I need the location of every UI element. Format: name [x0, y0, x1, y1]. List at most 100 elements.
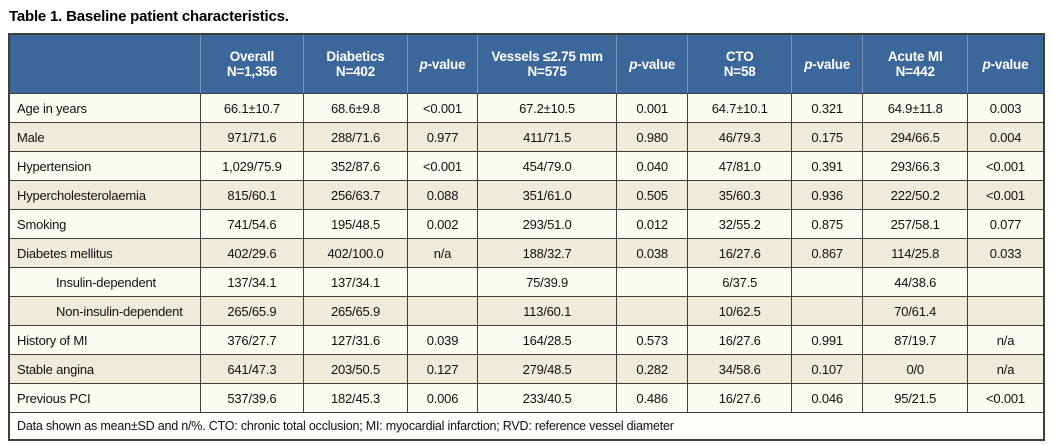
- table-header: Overall N=1,356 Diabetics N=402 p-value Vesse…: [9, 34, 1044, 94]
- table-row: Hypercholesterolaemia 815/60.1 256/63.7 0.0…: [8, 180, 1045, 210]
- data-cell: 68.6±9.8: [303, 93, 408, 123]
- data-cell: 0.006: [406, 383, 479, 413]
- header-cell-rowlabel: [9, 34, 201, 94]
- data-cell: 0.321: [790, 93, 864, 123]
- table-row: Stable angina 641/47.3 203/50.5 0.127 279/48…: [8, 354, 1045, 384]
- data-cell: 0.040: [615, 151, 689, 181]
- data-cell: 195/48.5: [303, 209, 408, 239]
- header-cell-p-value: p-value: [966, 34, 1044, 94]
- row-label: Insulin-dependent: [8, 267, 201, 297]
- data-cell: 0.391: [790, 151, 864, 181]
- row-label: Stable angina: [8, 354, 201, 384]
- data-cell: <0.001: [966, 180, 1045, 210]
- data-cell: 454/79.0: [477, 151, 617, 181]
- data-cell: 0.033: [966, 238, 1045, 268]
- data-cell: [790, 296, 864, 326]
- data-cell: 537/39.6: [199, 383, 305, 413]
- header-line1: p-value: [804, 56, 851, 72]
- data-cell: 46/79.3: [687, 122, 792, 152]
- header-cell-vessels-2-75-mm: Vessels ≤2.75 mm N=575: [477, 34, 617, 94]
- table-footer: Data shown as mean±SD and n/%. CTO: chro…: [8, 412, 1045, 441]
- header-cell-overall: Overall N=1,356: [199, 34, 305, 94]
- data-cell: n/a: [966, 354, 1045, 384]
- data-cell: 279/48.5: [477, 354, 617, 384]
- table-row: Non-insulin-dependent 265/65.9 265/65.9 113…: [8, 296, 1045, 326]
- data-cell: 376/27.7: [199, 325, 305, 355]
- row-label: Hypertension: [8, 151, 201, 181]
- row-label: Smoking: [8, 209, 201, 239]
- data-cell: 815/60.1: [199, 180, 305, 210]
- header-line2: N=442: [895, 64, 935, 79]
- table-row: Diabetes mellitus 402/29.6 402/100.0 n/a 188…: [8, 238, 1045, 268]
- data-cell: [406, 296, 479, 326]
- data-cell: 971/71.6: [199, 122, 305, 152]
- header-row: Overall N=1,356 Diabetics N=402 p-value Vesse…: [9, 34, 1044, 94]
- data-cell: 0.004: [966, 122, 1045, 152]
- data-cell: 10/62.5: [687, 296, 792, 326]
- data-cell: 402/29.6: [199, 238, 305, 268]
- header-line1: CTO: [725, 49, 754, 64]
- data-cell: 44/38.6: [862, 267, 968, 297]
- data-cell: 265/65.9: [303, 296, 408, 326]
- header-line2: N=1,356: [226, 64, 277, 79]
- data-cell: 164/28.5: [477, 325, 617, 355]
- data-cell: 0.175: [790, 122, 864, 152]
- table-row: Male 971/71.6 288/71.6 0.977 411/71.5 0.980 46…: [8, 122, 1045, 152]
- data-cell: 351/61.0: [477, 180, 617, 210]
- data-cell: 233/40.5: [477, 383, 617, 413]
- header-line2: N=58: [723, 64, 756, 79]
- row-label: History of MI: [8, 325, 201, 355]
- header-cell-p-value: p-value: [406, 34, 479, 94]
- data-cell: 0.088: [406, 180, 479, 210]
- data-cell: 0.936: [790, 180, 864, 210]
- data-cell: 0.980: [615, 122, 689, 152]
- data-cell: 0.107: [790, 354, 864, 384]
- data-cell: 288/71.6: [303, 122, 408, 152]
- row-label: Previous PCI: [8, 383, 201, 413]
- data-cell: 16/27.6: [687, 383, 792, 413]
- data-cell: 182/45.3: [303, 383, 408, 413]
- table-body: Age in years 66.1±10.7 68.6±9.8 <0.001 67.2±…: [8, 93, 1045, 413]
- data-cell: [406, 267, 479, 297]
- data-cell: <0.001: [406, 93, 479, 123]
- data-cell: n/a: [406, 238, 479, 268]
- data-cell: 257/58.1: [862, 209, 968, 239]
- header-line1: Overall: [229, 49, 275, 64]
- data-cell: 75/39.9: [477, 267, 617, 297]
- data-cell: 34/58.6: [687, 354, 792, 384]
- header-cell-cto: CTO N=58: [687, 34, 792, 94]
- header-cell-acute-mi: Acute MI N=442: [862, 34, 968, 94]
- data-cell: 0.038: [615, 238, 689, 268]
- header-line1: Vessels ≤2.75 mm: [491, 49, 603, 64]
- data-cell: [966, 267, 1045, 297]
- data-cell: 0.127: [406, 354, 479, 384]
- data-cell: 137/34.1: [303, 267, 408, 297]
- row-label: Male: [8, 122, 201, 152]
- data-cell: 47/81.0: [687, 151, 792, 181]
- data-cell: 203/50.5: [303, 354, 408, 384]
- table-row: Age in years 66.1±10.7 68.6±9.8 <0.001 67.2±…: [8, 93, 1045, 123]
- data-cell: [790, 267, 864, 297]
- data-cell: 256/63.7: [303, 180, 408, 210]
- data-cell: [615, 267, 689, 297]
- footnote-row: Data shown as mean±SD and n/%. CTO: chro…: [8, 412, 1045, 441]
- data-cell: 0.486: [615, 383, 689, 413]
- data-cell: 0.573: [615, 325, 689, 355]
- data-cell: 67.2±10.5: [477, 93, 617, 123]
- table-row: Previous PCI 537/39.6 182/45.3 0.006 233/40.…: [8, 383, 1045, 413]
- data-cell: 70/61.4: [862, 296, 968, 326]
- data-cell: 0.002: [406, 209, 479, 239]
- footnote: Data shown as mean±SD and n/%. CTO: chro…: [8, 412, 1045, 441]
- data-cell: 16/27.6: [687, 325, 792, 355]
- header-cell-p-value: p-value: [615, 34, 689, 94]
- data-cell: 6/37.5: [687, 267, 792, 297]
- data-cell: 0.046: [790, 383, 864, 413]
- data-cell: 87/19.7: [862, 325, 968, 355]
- header-line1: p-value: [982, 56, 1029, 72]
- data-cell: 265/65.9: [199, 296, 305, 326]
- data-cell: 127/31.6: [303, 325, 408, 355]
- header-line1: Acute MI: [887, 49, 943, 64]
- data-cell: 0.077: [966, 209, 1045, 239]
- header-line2: N=575: [527, 64, 567, 79]
